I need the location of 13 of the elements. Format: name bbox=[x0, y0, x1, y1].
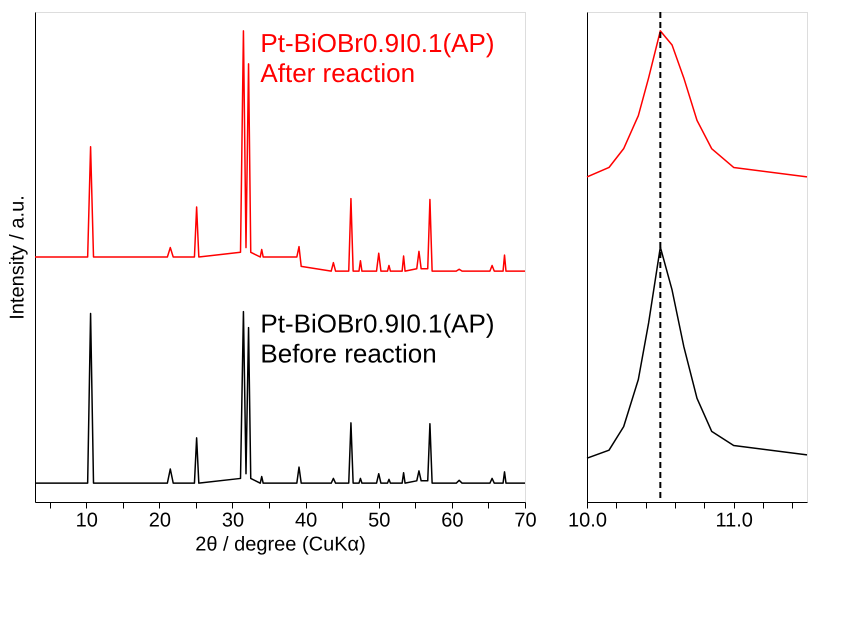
x-tick-label: 70 bbox=[514, 510, 537, 532]
x-tick-label: 40 bbox=[294, 510, 318, 532]
series-label: Pt-BiOBr0.9I0.1(AP) After reaction bbox=[260, 28, 494, 88]
x-axis-title: 2θ / degree (CuKα) bbox=[195, 534, 366, 556]
x-tick-label: 50 bbox=[368, 510, 390, 532]
y-axis-title: Intensity / a.u. bbox=[6, 195, 28, 320]
x-tick-label: 30 bbox=[222, 510, 244, 532]
x-tick-label: 10 bbox=[76, 510, 98, 532]
x-tick-label: 11.0 bbox=[715, 510, 753, 532]
x-tick-label: 10.0 bbox=[568, 510, 607, 532]
x-tick-label: 60 bbox=[441, 510, 464, 532]
series-label: Pt-BiOBr0.9I0.1(AP) Before reaction bbox=[260, 308, 494, 369]
x-tick-label: 20 bbox=[148, 510, 171, 532]
